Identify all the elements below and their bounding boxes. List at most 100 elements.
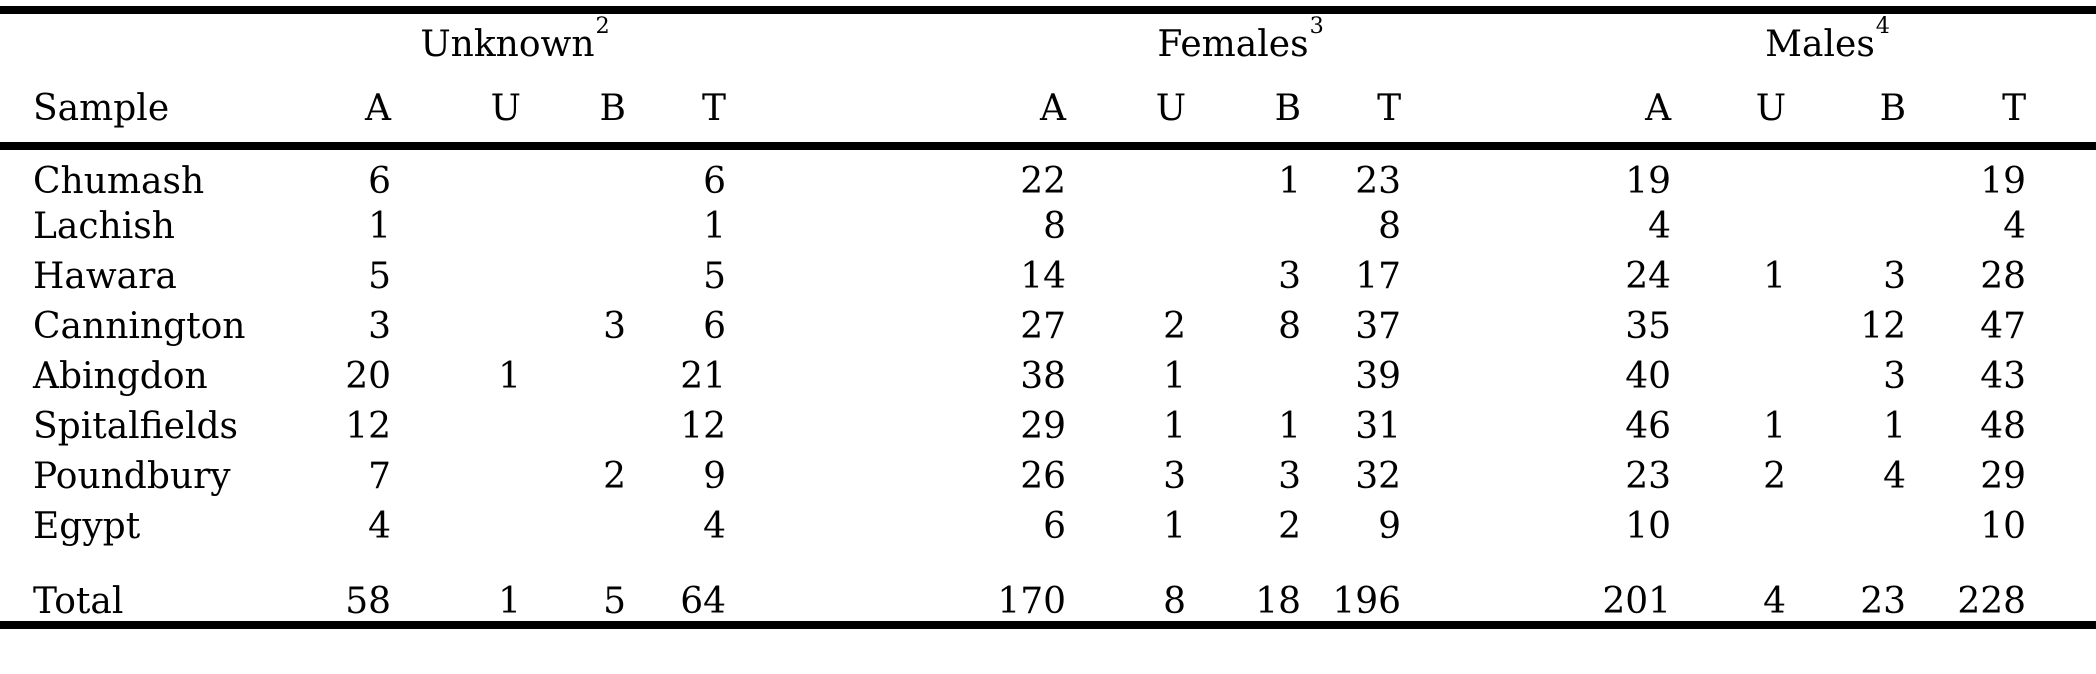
spacer-cell xyxy=(1405,502,1595,552)
table-cell-males-u xyxy=(1675,302,1790,352)
table-cell-unknown-b xyxy=(525,352,630,402)
spacer-cell xyxy=(730,76,991,150)
row-label: Total xyxy=(33,580,124,622)
row-label: Cannington xyxy=(33,305,246,347)
sample-counts-table: Unknown2 Females3 Males4 Sample A U B T … xyxy=(0,6,2096,630)
table-cell-unknown-u xyxy=(395,452,525,502)
footnote-marker-2: 2 xyxy=(595,13,610,40)
spacer-cell xyxy=(1405,76,1596,150)
table-cell-males-u: 2 xyxy=(1763,455,1787,497)
spacer-cell xyxy=(730,146,990,202)
table-cell-unknown-t: 1 xyxy=(703,205,727,247)
table-cell-unknown-b xyxy=(525,502,630,552)
table-cell-males-a: 10 xyxy=(1625,505,1672,547)
table-cell-females-b: 18 xyxy=(1255,580,1302,622)
spacer-cell xyxy=(1405,146,1595,202)
table-cell-females-t: 31 xyxy=(1355,405,1402,447)
table-cell-females-u xyxy=(1070,202,1190,252)
group-header-females: Females3 xyxy=(990,10,1405,76)
row-label: Chumash xyxy=(33,161,205,202)
spacer-cell xyxy=(730,452,990,502)
spacer-cell xyxy=(730,202,990,252)
table-cell-unknown-b xyxy=(525,252,630,302)
table-cell-females-t: 39 xyxy=(1355,355,1402,397)
group-label-unknown: Unknown xyxy=(420,24,595,66)
table-cell-males-t: 19 xyxy=(1980,161,2027,202)
column-header-males-t: T xyxy=(1910,76,2031,150)
table-cell-males-t: 228 xyxy=(1957,580,2027,622)
table-cell-unknown-a: 12 xyxy=(345,405,391,447)
table-cell-females-a: 170 xyxy=(997,580,1067,622)
table-cell-females-t: 196 xyxy=(1332,580,1402,622)
table-cell-females-b: 1 xyxy=(1278,161,1302,202)
column-header-unknown-u: U xyxy=(395,76,525,150)
row-label: Abingdon xyxy=(33,355,208,397)
table-cell-males-t: 47 xyxy=(1980,305,2027,347)
table-cell-females-u: 2 xyxy=(1163,305,1187,347)
table-cell-males-t: 29 xyxy=(1980,455,2027,497)
spacer-cell xyxy=(730,352,990,402)
table-cell-unknown-t: 12 xyxy=(680,405,727,447)
table-cell-females-b: 2 xyxy=(1278,505,1302,547)
spacer-cell xyxy=(1405,552,1595,626)
table-cell-males-a: 46 xyxy=(1625,405,1672,447)
table-cell-males-u xyxy=(1675,502,1790,552)
table-cell-females-a: 22 xyxy=(1020,161,1067,202)
table-cell-males-u: 1 xyxy=(1763,255,1787,297)
table-cell-unknown-t: 9 xyxy=(703,455,727,497)
table-cell-females-u: 3 xyxy=(1163,455,1187,497)
spacer-cell xyxy=(1405,302,1595,352)
table-cell-unknown-u xyxy=(395,252,525,302)
spacer-cell xyxy=(730,502,990,552)
table-cell-unknown-u xyxy=(395,502,525,552)
table-cell-males-t: 4 xyxy=(2003,205,2027,247)
table-row: Cannington 3 3 6 27 2 8 37 35 12 47 xyxy=(0,302,2096,352)
table-cell-unknown-b xyxy=(525,202,630,252)
column-header-males-u: U xyxy=(1675,76,1791,150)
filler-cell xyxy=(2030,76,2096,150)
table-cell-females-b: 3 xyxy=(1278,255,1302,297)
table-row: Lachish 1 1 8 8 4 4 xyxy=(0,202,2096,252)
row-label: Poundbury xyxy=(33,455,231,497)
table-cell-unknown-a: 1 xyxy=(368,205,391,247)
column-header-females-a: A xyxy=(990,76,1071,150)
table-cell-females-a: 26 xyxy=(1020,455,1067,497)
table-cell-females-b xyxy=(1190,202,1305,252)
row-label: Egypt xyxy=(33,505,141,547)
table-cell-females-u: 1 xyxy=(1163,355,1187,397)
column-header-females-b: B xyxy=(1190,76,1306,150)
table-cell-unknown-a: 4 xyxy=(368,505,391,547)
group-label-males: Males xyxy=(1765,24,1875,66)
filler-cell xyxy=(2030,502,2096,552)
table-cell-females-a: 38 xyxy=(1020,355,1067,397)
filler-cell xyxy=(2030,202,2096,252)
table-cell-females-u: 1 xyxy=(1163,405,1187,447)
table-cell-males-u: 1 xyxy=(1763,405,1787,447)
table-cell-unknown-t: 64 xyxy=(680,580,727,622)
spacer-cell xyxy=(1405,252,1595,302)
table-cell-unknown-a: 20 xyxy=(345,355,391,397)
spacer-cell xyxy=(1405,402,1595,452)
table-cell-unknown-a: 3 xyxy=(368,305,391,347)
column-header-females-t: T xyxy=(1305,76,1406,150)
table-cell-males-a: 23 xyxy=(1625,455,1672,497)
table-cell-males-b: 1 xyxy=(1883,405,1907,447)
table-row: Spitalfields 12 12 29 1 1 31 46 1 1 48 xyxy=(0,402,2096,452)
table-row: Poundbury 7 2 9 26 3 3 32 23 2 4 29 xyxy=(0,452,2096,502)
column-header-row: Sample A U B T A U B T A U B T xyxy=(0,76,2096,150)
table-cell-males-t: 10 xyxy=(1980,505,2027,547)
table-cell-females-t: 32 xyxy=(1355,455,1402,497)
column-header-males-a: A xyxy=(1595,76,1676,150)
table-row: Hawara 5 5 14 3 17 24 1 3 28 xyxy=(0,252,2096,302)
table-cell-females-t: 37 xyxy=(1355,305,1402,347)
filler-cell xyxy=(2030,10,2096,76)
table-cell-males-a: 201 xyxy=(1602,580,1672,622)
spacer-cell xyxy=(1405,10,1595,76)
row-label: Lachish xyxy=(33,205,175,247)
table-cell-males-u xyxy=(1675,352,1790,402)
table-cell-females-b: 3 xyxy=(1278,455,1302,497)
table-cell-unknown-u xyxy=(395,302,525,352)
table-cell-females-a: 14 xyxy=(1020,255,1067,297)
filler-cell xyxy=(2030,302,2096,352)
